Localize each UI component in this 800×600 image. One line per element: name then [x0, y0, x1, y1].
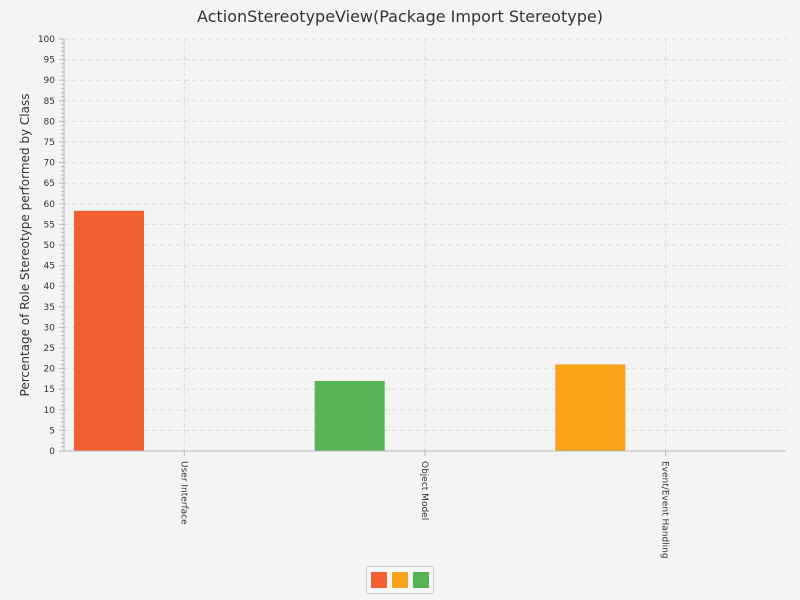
- bar: [555, 364, 626, 451]
- y-tick-label: 65: [44, 179, 55, 189]
- y-axis-title: Percentage of Role Stereotype performed …: [18, 94, 32, 397]
- y-tick-label: 35: [44, 303, 55, 313]
- y-tick-label: 10: [44, 406, 56, 416]
- y-tick-label: 15: [44, 385, 55, 395]
- y-tick-label: 90: [44, 76, 56, 86]
- y-tick-label: 5: [49, 426, 55, 436]
- y-tick-label: 50: [44, 241, 56, 251]
- legend-swatch: [413, 572, 429, 588]
- y-tick-label: 40: [44, 282, 56, 292]
- y-tick-label: 20: [44, 365, 56, 375]
- y-tick-label: 60: [44, 200, 56, 210]
- y-tick-label: 100: [38, 35, 55, 45]
- bar: [74, 210, 144, 451]
- y-tick-label: 75: [44, 138, 55, 148]
- y-tick-label: 55: [44, 220, 55, 230]
- x-tick-label: Event/Event Handling: [660, 461, 670, 559]
- y-tick-label: 95: [44, 56, 55, 66]
- chart-title: ActionStereotypeView(Package Import Ster…: [197, 7, 603, 26]
- y-tick-label: 85: [44, 97, 55, 107]
- y-tick-label: 70: [44, 159, 56, 169]
- y-tick-label: 80: [44, 117, 56, 127]
- legend-swatch: [392, 572, 408, 588]
- y-tick-label: 0: [49, 447, 55, 457]
- bar: [314, 380, 385, 451]
- x-tick-label: Object Model: [419, 461, 429, 520]
- y-tick-label: 45: [44, 262, 55, 272]
- y-tick-label: 30: [44, 323, 56, 333]
- x-tick-label: User Interface: [178, 461, 188, 525]
- legend: [366, 566, 434, 594]
- y-tick-label: 25: [44, 344, 55, 354]
- legend-swatch: [371, 572, 387, 588]
